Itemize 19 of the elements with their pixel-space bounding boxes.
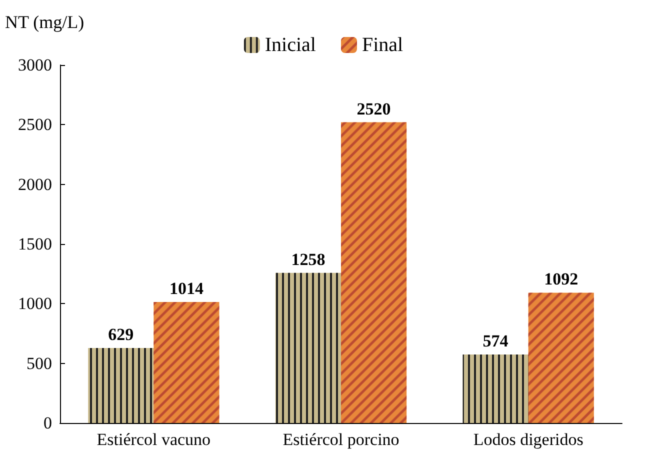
data-label: 1258 <box>291 250 326 269</box>
data-label: 1014 <box>169 278 204 298</box>
x-tick-label: Lodos digeridos <box>473 430 584 449</box>
y-tick-label: 500 <box>26 354 52 373</box>
y-tick-label: 2500 <box>18 115 52 134</box>
legend-label: Inicial <box>264 34 316 56</box>
x-tick-label: Estiércol porcino <box>282 430 400 449</box>
y-axis-title: NT (mg/L) <box>5 12 84 32</box>
y-tick-label: 3000 <box>18 56 52 74</box>
y-tick-label: 1500 <box>18 234 52 254</box>
y-tick-label: 0 <box>44 414 52 432</box>
data-label: 574 <box>482 332 509 351</box>
x-tick-label: Estiércol vacuno <box>96 430 211 449</box>
y-tick-label: 1000 <box>18 294 52 314</box>
data-label: 1092 <box>544 270 578 289</box>
data-label: 629 <box>108 324 134 344</box>
data-label: 2520 <box>356 99 391 118</box>
y-tick-label: 2000 <box>18 174 52 194</box>
legend-label: Final <box>362 34 404 56</box>
